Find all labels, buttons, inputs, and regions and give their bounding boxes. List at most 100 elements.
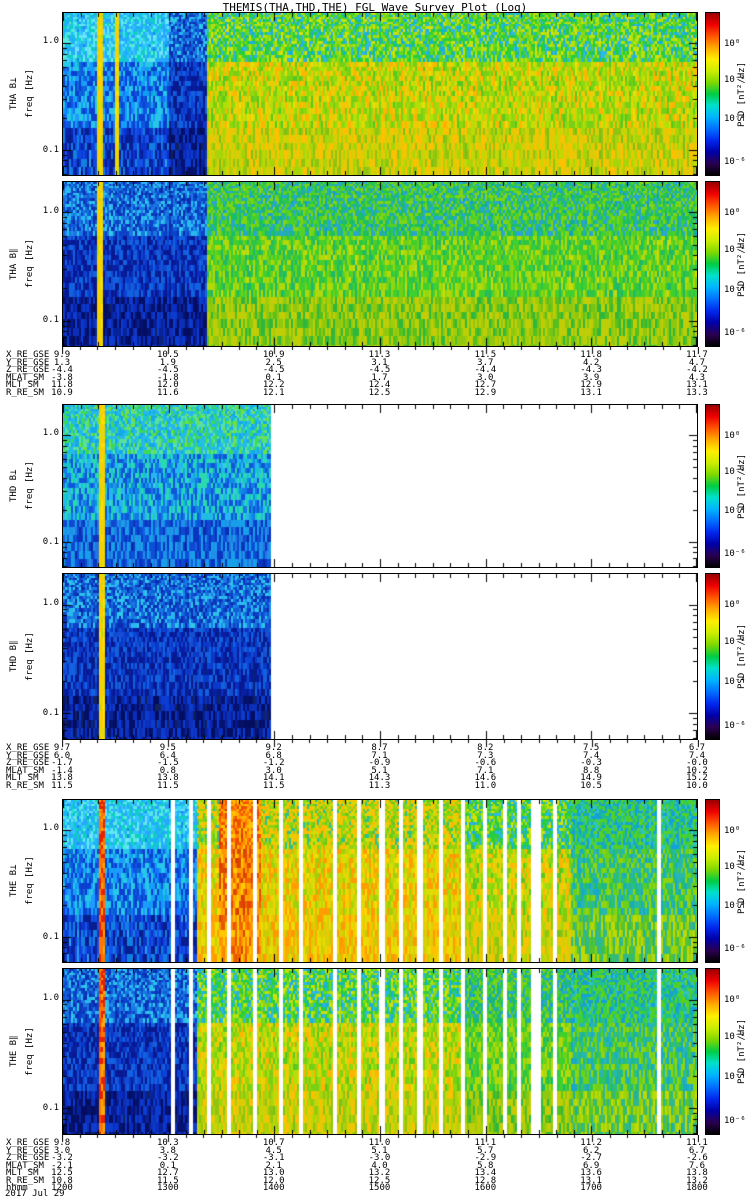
ephemeris-value: 9.7 <box>53 743 71 753</box>
colorbar-title-the-bpar: PSD [nT²/Hz] <box>737 1018 747 1085</box>
ephemeris-value: 10.7 <box>262 1138 285 1148</box>
colorbar-tick-label: 10⁻⁶ <box>724 548 746 559</box>
colorbar-tick-label: 10⁻⁶ <box>724 1115 746 1126</box>
ephemeris-label: X_RE_GSE <box>6 1138 50 1148</box>
ephemeris-value: 11.5 <box>156 780 179 791</box>
freq-tick-label: 1.0 <box>42 205 59 216</box>
ephemeris-value: 7.4 <box>688 750 706 761</box>
ephemeris-label: Y_RE_GSE <box>6 1145 50 1156</box>
colorbar-tick-label: 10⁻² <box>724 466 746 477</box>
freq-tick-label: 0.1 <box>42 708 59 719</box>
ephemeris-value: -4.5 <box>156 365 179 375</box>
colorbar-tick-label: 10⁻⁶ <box>724 943 746 954</box>
ephemeris-value: 14.9 <box>580 773 602 783</box>
ephemeris-value: 7.5 <box>583 743 600 753</box>
ephemeris-value: 0.1 <box>159 1160 176 1171</box>
plot-title: THEMIS(THA,THD,THE) FGL Wave Survey Plot… <box>222 1 528 14</box>
ephemeris-value: -4.3 <box>580 365 602 375</box>
ephemeris-value: 9.8 <box>53 1138 71 1148</box>
ephemeris-label: MLT_SM <box>6 773 39 783</box>
date-label: 2017 Jul 29 <box>5 1189 65 1199</box>
colorbar-title-tha-bperp: PSD [nT²/Hz] <box>737 61 747 127</box>
ephemeris-value: 6.4 <box>159 750 176 761</box>
ephemeris-value: -0.3 <box>580 758 602 768</box>
ephemeris-label: Z_RE_GSE <box>6 365 50 375</box>
ephemeris-value: 10.3 <box>156 1138 179 1148</box>
colorbar-tick-label: 10⁻⁴ <box>724 1072 746 1083</box>
ephemeris-label: MLAT_SM <box>6 765 44 776</box>
ephemeris-value: 11.3 <box>368 350 391 360</box>
colorbar-tick-label: 10⁻⁴ <box>724 677 746 688</box>
colorbar-tick-label: 10⁻² <box>724 637 746 648</box>
colorbar-tick-label: 10⁻⁴ <box>724 901 746 912</box>
ephemeris-label: Z_RE_GSE <box>6 1153 50 1163</box>
ephemeris-value: 11.8 <box>580 350 602 360</box>
ephemeris-value: 6.9 <box>583 1160 600 1171</box>
ephemeris-value: -1.7 <box>51 758 73 768</box>
ephemeris-value: 1600 <box>474 1183 497 1193</box>
ephemeris-label: R_RE_SM <box>6 387 44 398</box>
spectrogram-tha-bpar <box>63 182 697 346</box>
colorbar-tick-label: 10⁻⁴ <box>724 284 746 295</box>
ephemeris-value: 9.9 <box>53 350 71 360</box>
ephemeris-value: 15.2 <box>686 773 708 783</box>
ephemeris-value: 1300 <box>156 1183 179 1193</box>
ephemeris-value: 13.1 <box>686 380 708 390</box>
freq-tick-label: 1.0 <box>42 36 59 47</box>
ephemeris-value: 13.0 <box>262 1168 285 1178</box>
ephemeris-value: -0.9 <box>368 758 391 768</box>
ephemeris-value: 1200 <box>51 1183 73 1193</box>
ephemeris-value: 14.3 <box>368 773 391 783</box>
ephemeris-value: 8.8 <box>583 765 600 776</box>
panel-name-label-thd-bpar: THD B∥ <box>9 640 19 673</box>
ephemeris-value: 7.6 <box>688 1160 706 1171</box>
ephemeris-label: MLAT_SM <box>6 1160 44 1171</box>
ephemeris-label: Z_RE_GSE <box>6 758 50 768</box>
ephemeris-value: -1.2 <box>262 758 285 768</box>
colorbar-title-tha-bpar: PSD [nT²/Hz] <box>737 231 747 297</box>
ephemeris-value: 1.9 <box>159 357 176 368</box>
colorbar-tick-label: 10⁰ <box>724 995 741 1006</box>
ephemeris-value: -4.4 <box>51 365 73 375</box>
ephemeris-value: 11.5 <box>156 1175 179 1186</box>
time-tick-axis-tha <box>62 347 699 355</box>
colorbar-tick-label: 10⁻⁴ <box>724 506 746 517</box>
ephemeris-value: 11.1 <box>474 1138 497 1148</box>
freq-tick-label: 1.0 <box>42 428 59 439</box>
ephemeris-value: 12.7 <box>156 1168 179 1178</box>
freq-tick-label: 0.1 <box>42 315 59 326</box>
ephemeris-value: 0.1 <box>265 372 282 383</box>
ephemeris-value: 6.7 <box>688 1145 706 1156</box>
freq-tick-label: 0.1 <box>42 144 59 155</box>
ephemeris-value: 7.3 <box>477 750 494 761</box>
ephemeris-value: 13.8 <box>156 773 179 783</box>
ephemeris-value: 2.1 <box>265 1160 282 1171</box>
ephemeris-value: 13.6 <box>580 1168 602 1178</box>
ephemeris-value: 13.1 <box>580 1175 602 1186</box>
ephemeris-value: 5.1 <box>371 765 388 776</box>
ephemeris-value: 9.5 <box>159 743 176 753</box>
colorbar-thd-bperp <box>705 404 720 568</box>
ephemeris-value: 13.8 <box>686 1168 708 1178</box>
colorbar-tick-label: 10⁻² <box>724 861 746 872</box>
ephemeris-value: 13.3 <box>686 387 708 398</box>
ephemeris-value: 1.7 <box>371 372 388 383</box>
ephemeris-value: -2.9 <box>474 1153 497 1163</box>
panel-name-label-tha-bperp: THA B⊥ <box>9 77 19 111</box>
ephemeris-value: 12.5 <box>368 1175 391 1186</box>
ephemeris-value: 10.5 <box>156 350 179 360</box>
colorbar-tick-label: 10⁻⁶ <box>724 720 746 731</box>
ephemeris-value: 3.7 <box>477 357 494 368</box>
ephemeris-value: 12.2 <box>262 380 285 390</box>
ephemeris-value: -4.2 <box>686 365 708 375</box>
colorbar-tick-label: 10⁰ <box>724 38 741 49</box>
ephemeris-value: 4.0 <box>371 1160 388 1171</box>
ephemeris-value: 7.1 <box>371 750 388 761</box>
ephemeris-value: 2.5 <box>265 357 282 368</box>
ephemeris-value: 11.2 <box>580 1138 602 1148</box>
ephemeris-value: 12.5 <box>51 1168 73 1178</box>
freq-tick-label: 0.1 <box>42 536 59 547</box>
panel-tha-bperp <box>62 12 698 176</box>
colorbar-tha-bpar <box>705 181 720 347</box>
ephemeris-value: 6.0 <box>53 750 71 761</box>
